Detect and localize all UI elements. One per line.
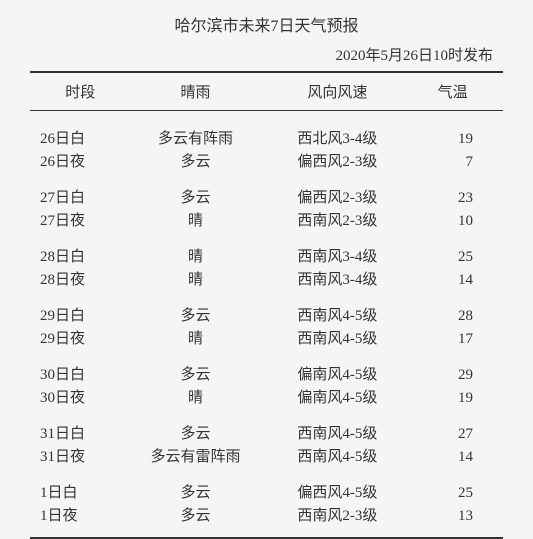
wind-cell: 西北风3-4级 [266, 111, 408, 152]
wind-cell: 西南风4-5级 [266, 328, 408, 351]
table-row: 26日白多云有阵雨西北风3-4级19 [30, 111, 503, 152]
temp-cell: 23 [408, 174, 503, 210]
table-row: 30日白多云偏南风4-5级29 [30, 351, 503, 387]
temp-cell: 27 [408, 410, 503, 446]
weather-cell: 多云 [125, 351, 267, 387]
temp-cell: 14 [408, 446, 503, 469]
period-cell: 1日夜 [30, 505, 125, 538]
period-cell: 30日白 [30, 351, 125, 387]
weather-cell: 多云有阵雨 [125, 111, 267, 152]
header-wind: 风向风速 [266, 72, 408, 111]
temp-cell: 14 [408, 269, 503, 292]
weather-cell: 多云 [125, 505, 267, 538]
table-row: 1日夜多云西南风2-3级13 [30, 505, 503, 538]
wind-cell: 偏南风4-5级 [266, 351, 408, 387]
weather-cell: 晴 [125, 269, 267, 292]
period-cell: 31日夜 [30, 446, 125, 469]
table-row: 29日白多云西南风4-5级28 [30, 292, 503, 328]
temp-cell: 25 [408, 233, 503, 269]
weather-cell: 多云 [125, 410, 267, 446]
table-row: 26日夜多云偏西风2-3级7 [30, 151, 503, 174]
table-row: 31日夜多云有雷阵雨西南风4-5级14 [30, 446, 503, 469]
period-cell: 30日夜 [30, 387, 125, 410]
header-temp: 气温 [408, 72, 503, 111]
wind-cell: 西南风3-4级 [266, 233, 408, 269]
wind-cell: 偏西风2-3级 [266, 151, 408, 174]
wind-cell: 西南风2-3级 [266, 210, 408, 233]
temp-cell: 19 [408, 111, 503, 152]
table-row: 27日白多云偏西风2-3级23 [30, 174, 503, 210]
table-row: 27日夜晴西南风2-3级10 [30, 210, 503, 233]
wind-cell: 偏西风2-3级 [266, 174, 408, 210]
wind-cell: 西南风4-5级 [266, 410, 408, 446]
period-cell: 27日夜 [30, 210, 125, 233]
weather-cell: 晴 [125, 328, 267, 351]
header-period: 时段 [30, 72, 125, 111]
weather-cell: 多云有雷阵雨 [125, 446, 267, 469]
weather-cell: 多云 [125, 151, 267, 174]
temp-cell: 13 [408, 505, 503, 538]
period-cell: 28日白 [30, 233, 125, 269]
wind-cell: 西南风4-5级 [266, 446, 408, 469]
table-row: 29日夜晴西南风4-5级17 [30, 328, 503, 351]
temp-cell: 19 [408, 387, 503, 410]
table-row: 30日夜晴偏南风4-5级19 [30, 387, 503, 410]
forecast-title: 哈尔滨市未来7日天气预报 [30, 12, 503, 36]
wind-cell: 偏南风4-5级 [266, 387, 408, 410]
period-cell: 26日白 [30, 111, 125, 152]
temp-cell: 7 [408, 151, 503, 174]
period-cell: 31日白 [30, 410, 125, 446]
table-row: 31日白多云西南风4-5级27 [30, 410, 503, 446]
header-weather: 晴雨 [125, 72, 267, 111]
publish-time: 2020年5月26日10时发布 [30, 44, 503, 65]
wind-cell: 西南风2-3级 [266, 505, 408, 538]
period-cell: 26日夜 [30, 151, 125, 174]
wind-cell: 西南风3-4级 [266, 269, 408, 292]
temp-cell: 28 [408, 292, 503, 328]
weather-cell: 晴 [125, 233, 267, 269]
forecast-table: 时段 晴雨 风向风速 气温 26日白多云有阵雨西北风3-4级1926日夜多云偏西… [30, 71, 503, 539]
weather-cell: 晴 [125, 210, 267, 233]
table-header-row: 时段 晴雨 风向风速 气温 [30, 72, 503, 111]
weather-cell: 多云 [125, 292, 267, 328]
period-cell: 29日夜 [30, 328, 125, 351]
period-cell: 29日白 [30, 292, 125, 328]
table-row: 28日白晴西南风3-4级25 [30, 233, 503, 269]
wind-cell: 西南风4-5级 [266, 292, 408, 328]
weather-cell: 多云 [125, 174, 267, 210]
temp-cell: 17 [408, 328, 503, 351]
temp-cell: 29 [408, 351, 503, 387]
temp-cell: 10 [408, 210, 503, 233]
period-cell: 28日夜 [30, 269, 125, 292]
period-cell: 27日白 [30, 174, 125, 210]
table-row: 28日夜晴西南风3-4级14 [30, 269, 503, 292]
weather-cell: 晴 [125, 387, 267, 410]
